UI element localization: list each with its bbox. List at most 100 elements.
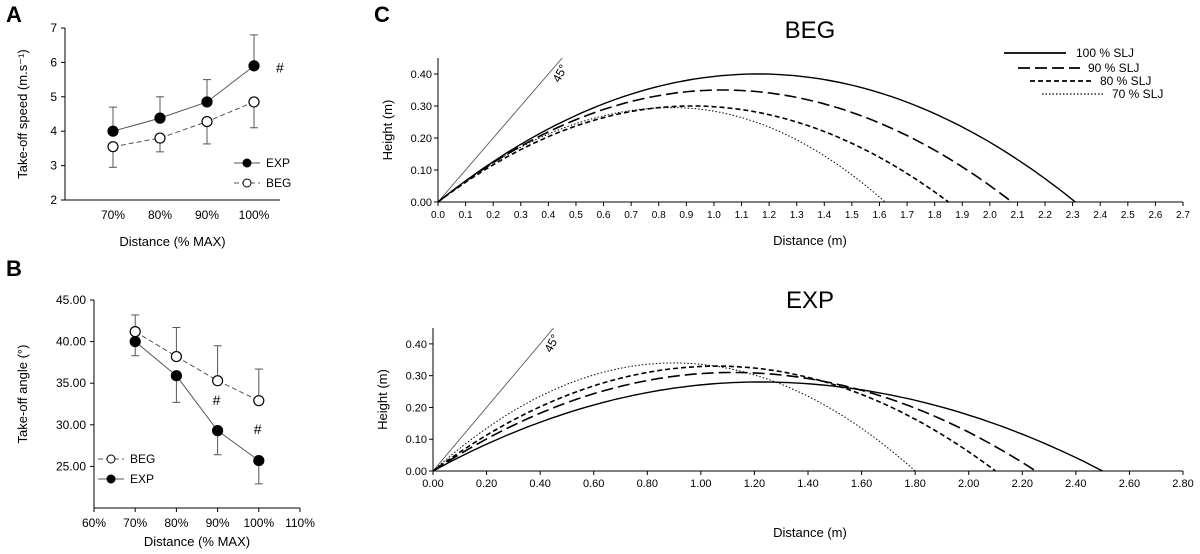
data-point-beg bbox=[248, 96, 260, 108]
x-tick-label: 1.60 bbox=[851, 478, 872, 490]
y-tick-label: 0.20 bbox=[411, 133, 432, 145]
x-tick-label: 2.5 bbox=[1121, 210, 1135, 221]
x-tick-label: 0.6 bbox=[597, 210, 611, 221]
data-point-exp bbox=[107, 125, 119, 137]
data-point-exp bbox=[201, 96, 213, 108]
x-tick-label: 100% bbox=[239, 208, 270, 222]
x-tick-label: 0.80 bbox=[637, 478, 658, 490]
x-tick-label: 2.20 bbox=[1012, 478, 1033, 490]
x-tick-label: 2.00 bbox=[958, 478, 979, 490]
x-tick-label: 1.6 bbox=[873, 210, 887, 221]
legend-marker-beg bbox=[106, 454, 116, 464]
x-axis-label: Distance (m) bbox=[773, 525, 847, 540]
data-point-exp bbox=[248, 60, 260, 72]
x-tick-label: 1.80 bbox=[904, 478, 925, 490]
y-tick-label: 2 bbox=[50, 193, 57, 207]
panel-label-c: C bbox=[374, 2, 390, 27]
x-tick-label: 0.4 bbox=[541, 210, 555, 221]
x-tick-label: 0.7 bbox=[624, 210, 638, 221]
x-tick-label: 90% bbox=[195, 208, 219, 222]
y-tick-label: 4 bbox=[50, 124, 57, 138]
y-tick-label: 0.30 bbox=[411, 101, 432, 113]
chart-a: 2 3 4 5 6 7 70% 80% 90% 100% Distance (% MAX) Take-… bbox=[15, 21, 291, 249]
y-tick-label: 45.00 bbox=[56, 293, 86, 307]
trajectory-90-slj bbox=[437, 89, 1013, 203]
significance-marker: # bbox=[213, 392, 221, 408]
data-point-exp bbox=[154, 112, 166, 124]
data-point-beg bbox=[107, 141, 119, 153]
reference-line-label: 45° bbox=[550, 62, 571, 85]
trajectory-80-slj bbox=[437, 105, 949, 203]
x-tick-label: 1.3 bbox=[790, 210, 804, 221]
legend-label-beg: BEG bbox=[130, 452, 155, 466]
x-tick-label: 0.9 bbox=[679, 210, 693, 221]
y-tick-label: 0.30 bbox=[406, 371, 427, 383]
x-tick-label: 1.5 bbox=[845, 210, 859, 221]
y-tick-label: 35.00 bbox=[56, 376, 86, 390]
x-tick-label: 0.3 bbox=[514, 210, 528, 221]
y-axis-label: Take-off speed (m.s⁻¹) bbox=[15, 49, 30, 178]
data-point-exp bbox=[253, 454, 265, 467]
y-tick-label: 40.00 bbox=[56, 335, 86, 349]
data-point-exp bbox=[212, 425, 224, 437]
x-tick-label: 2.6 bbox=[1148, 210, 1162, 221]
x-tick-label: 0.0 bbox=[431, 210, 445, 221]
y-tick-label: 25.00 bbox=[56, 459, 86, 473]
x-tick-label: 60% bbox=[82, 516, 106, 530]
y-tick-label: 3 bbox=[50, 159, 57, 173]
panel-label-a: A bbox=[6, 2, 22, 27]
y-tick-label: 0.20 bbox=[406, 402, 427, 414]
x-tick-label: 2.0 bbox=[983, 210, 997, 221]
y-axis-label: Height (m) bbox=[375, 369, 390, 430]
reference-line-label: 45° bbox=[541, 332, 562, 355]
x-tick-label: 2.40 bbox=[1065, 478, 1086, 490]
x-tick-label: 70% bbox=[101, 208, 125, 222]
trajectory-100-slj bbox=[437, 73, 1076, 203]
legend-marker-exp bbox=[106, 474, 116, 484]
legend-label-beg: BEG bbox=[266, 176, 291, 190]
legend-label-exp: EXP bbox=[266, 156, 290, 170]
x-tick-label: 0.5 bbox=[569, 210, 583, 221]
legend-label-80-slj: 80 % SLJ bbox=[1100, 74, 1151, 88]
x-tick-label: 1.8 bbox=[928, 210, 942, 221]
data-point-beg bbox=[253, 395, 265, 407]
x-tick-label: 1.0 bbox=[707, 210, 721, 221]
x-axis-label: Distance (% MAX) bbox=[144, 534, 250, 549]
series-line-beg bbox=[112, 101, 255, 148]
data-point-beg bbox=[170, 350, 182, 363]
chart-c-exp: EXP 0.00 0.10 0.20 0.30 0.40 0.00 0.20 0.40 0.60 0… bbox=[375, 287, 1194, 540]
data-point-beg bbox=[201, 115, 213, 128]
trajectory-80-slj bbox=[432, 365, 996, 472]
legend-marker-beg bbox=[242, 178, 252, 188]
y-tick-label: 7 bbox=[50, 21, 57, 35]
data-point-exp bbox=[129, 336, 141, 348]
y-tick-label: 30.00 bbox=[56, 418, 86, 432]
x-axis-label: Distance (m) bbox=[773, 233, 847, 248]
x-tick-label: 2.80 bbox=[1172, 478, 1193, 490]
series-line-beg bbox=[134, 331, 260, 402]
series-line-exp bbox=[134, 341, 260, 461]
y-axis-label: Height (m) bbox=[380, 100, 395, 161]
x-tick-label: 0.1 bbox=[459, 210, 473, 221]
y-tick-label: 0.00 bbox=[406, 466, 427, 478]
trajectory-70-slj bbox=[437, 107, 886, 203]
x-tick-label: 2.1 bbox=[1010, 210, 1024, 221]
y-tick-label: 5 bbox=[50, 90, 57, 104]
x-tick-label: 1.40 bbox=[797, 478, 818, 490]
legend-marker-exp bbox=[242, 158, 252, 168]
x-tick-label: 70% bbox=[123, 516, 147, 530]
x-tick-label: 1.1 bbox=[735, 210, 749, 221]
x-tick-label: 1.9 bbox=[955, 210, 969, 221]
x-tick-label: 90% bbox=[206, 516, 230, 530]
chart-b: 25.00 30.00 35.00 40.00 45.00 60% 70% 80% 90% 100… bbox=[15, 293, 315, 549]
x-tick-label: 2.7 bbox=[1176, 210, 1190, 221]
y-tick-label: 0.00 bbox=[411, 197, 432, 209]
x-axis-label: Distance (% MAX) bbox=[119, 234, 225, 249]
x-tick-label: 2.3 bbox=[1066, 210, 1080, 221]
data-point-beg bbox=[212, 375, 224, 387]
x-tick-label: 110% bbox=[285, 516, 315, 530]
significance-marker: # bbox=[276, 60, 284, 76]
y-tick-label: 0.10 bbox=[411, 165, 432, 177]
x-tick-label: 80% bbox=[148, 208, 172, 222]
